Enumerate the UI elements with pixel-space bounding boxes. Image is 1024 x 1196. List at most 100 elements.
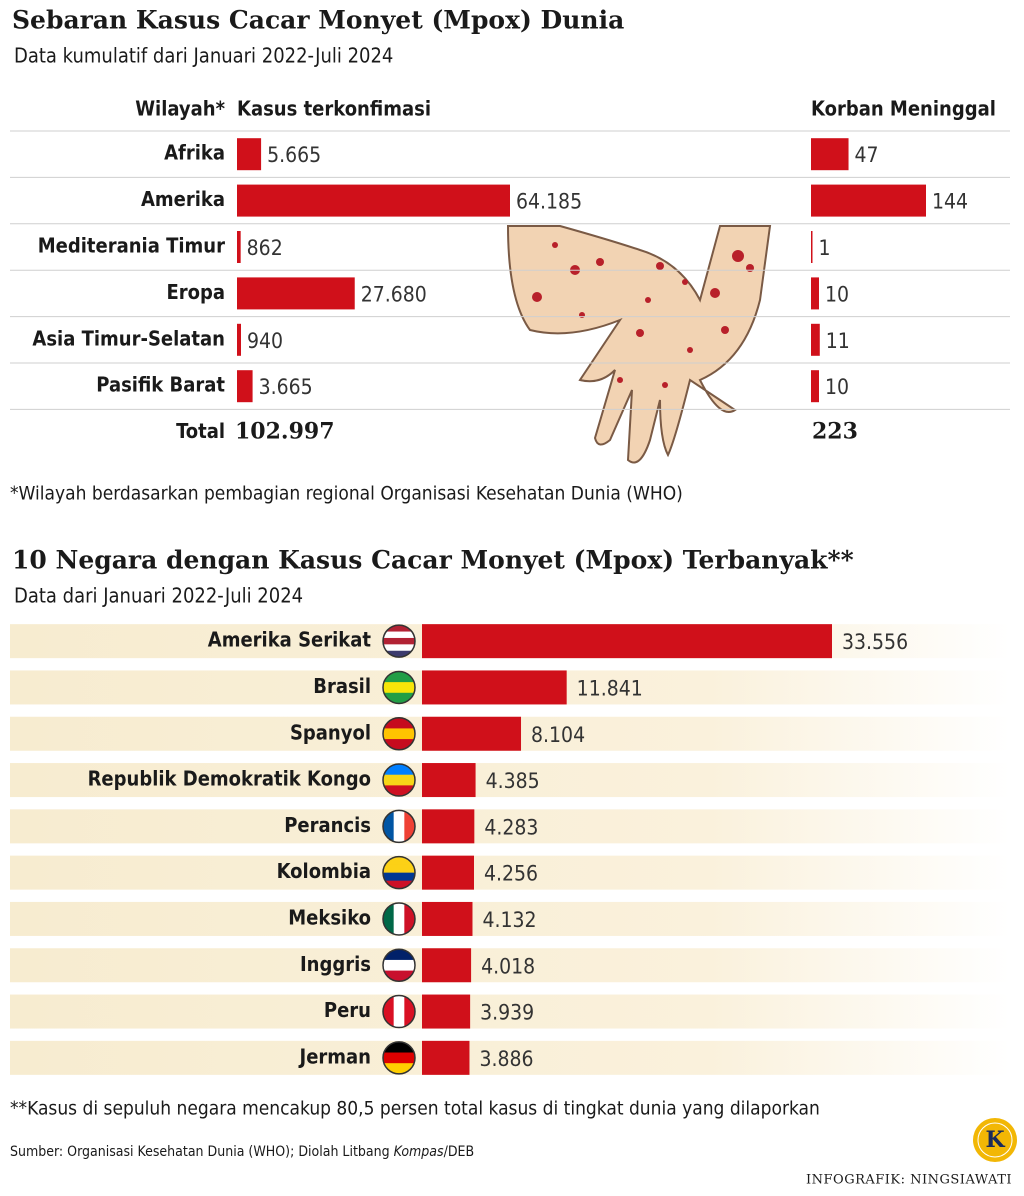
value-label: 4.385	[486, 769, 540, 793]
logo-badge	[973, 1118, 1017, 1162]
value-label: 47	[855, 143, 879, 167]
flag-stripe	[383, 902, 395, 935]
flag-border	[382, 670, 416, 705]
legend-entry: Kasus terkonfimasi	[237, 97, 431, 121]
row-background	[10, 901, 1010, 936]
footnote: *Wilayah berdasarkan pembagian regional …	[10, 483, 683, 505]
bar	[237, 184, 510, 217]
flag-stripe	[404, 810, 415, 843]
flag-border	[382, 948, 416, 982]
chart-title: 10 Negara dengan Kasus Cacar Monyet (Mpo…	[12, 546, 854, 575]
flag-icon	[382, 809, 416, 844]
flag-border	[382, 994, 416, 1029]
flag-icon	[382, 994, 416, 1029]
category-header: Wilayah*	[135, 97, 225, 121]
flag-stripe	[383, 631, 415, 639]
footnote: **Kasus di sepuluh negara mencakup 80,5 …	[10, 1098, 820, 1120]
flag-stripe	[383, 774, 415, 786]
flag-stripe	[393, 902, 405, 935]
category-label: Spanyol	[290, 720, 371, 744]
flag-stripe	[383, 728, 415, 740]
category-label: Mediterania Timur	[38, 234, 225, 258]
flag-stripe	[383, 644, 415, 652]
flag-border	[382, 624, 416, 658]
flag-stripe	[393, 810, 405, 843]
bar	[422, 901, 473, 936]
value-label: 4.018	[481, 954, 535, 978]
bar	[422, 716, 522, 751]
bar	[422, 994, 471, 1029]
flag-border	[382, 855, 416, 890]
flag-border	[382, 717, 416, 751]
flag-stripe	[383, 880, 415, 889]
flag-stripe	[383, 1063, 415, 1074]
value-label: 4.132	[482, 908, 536, 932]
value-label: 3.886	[479, 1047, 533, 1071]
value-label: 64.185	[516, 190, 582, 214]
flag-stripe	[383, 959, 415, 972]
bar	[422, 624, 832, 659]
category-label: Peru	[324, 998, 371, 1022]
bar	[237, 231, 241, 263]
flag-stripe	[383, 650, 415, 658]
source-part: Kompas	[394, 1144, 444, 1160]
flag-icon	[382, 1041, 416, 1075]
value-label: 11	[826, 329, 850, 353]
bar	[422, 670, 567, 705]
category-label: Brasil	[313, 674, 371, 698]
bar	[237, 370, 253, 403]
flag-icon	[382, 948, 416, 982]
value-label: 862	[247, 236, 283, 260]
total-label: Total	[176, 419, 225, 443]
value-label: 8.104	[531, 723, 585, 747]
source: Sumber: Organisasi Kesehatan Dunia (WHO)…	[10, 1144, 474, 1160]
bar	[811, 277, 819, 310]
value-label: 11.841	[577, 676, 643, 700]
flag-icon	[382, 717, 416, 751]
flag-stripe	[383, 739, 415, 750]
flag-border	[382, 763, 416, 797]
bar	[811, 231, 813, 263]
bar	[811, 184, 926, 217]
flag-stripe	[383, 671, 415, 683]
chart-title: Sebaran Kasus Cacar Monyet (Mpox) Dunia	[12, 6, 624, 35]
legend-entry: Korban Meninggal	[811, 97, 996, 121]
flag-stripe	[383, 785, 415, 797]
row-background	[10, 994, 1010, 1029]
flag-icon	[382, 855, 416, 890]
row-background	[10, 1040, 1010, 1075]
bar	[237, 277, 355, 310]
category-label: Kolombia	[277, 859, 371, 883]
category-label: Afrika	[164, 141, 225, 165]
flag-border	[382, 809, 416, 844]
bar	[422, 855, 475, 890]
flag-icon	[382, 902, 416, 936]
flag-icon	[382, 763, 416, 797]
value-label: 144	[932, 190, 968, 214]
category-label: Perancis	[284, 813, 371, 837]
category-label: Eropa	[166, 280, 225, 304]
value-label: 5.665	[267, 143, 321, 167]
value-label: 3.939	[480, 1001, 534, 1025]
flag-stripe	[383, 949, 415, 961]
row-background	[10, 809, 1010, 844]
row-background	[10, 948, 1010, 983]
category-label: Asia Timur-Selatan	[32, 326, 225, 350]
flag-stripe	[404, 902, 415, 935]
row-background	[10, 763, 1010, 798]
value-label: 10	[825, 282, 849, 306]
bar	[422, 763, 476, 798]
total-value: 102.997	[235, 418, 335, 444]
value-label: 33.556	[842, 630, 908, 654]
chart-subtitle: Data kumulatif dari Januari 2022-Juli 20…	[14, 44, 393, 68]
value-label: 940	[247, 329, 283, 353]
flag-stripe	[383, 856, 415, 866]
flag-stripe	[383, 764, 415, 776]
flag-stripe	[393, 995, 405, 1028]
value-label: 4.283	[484, 815, 538, 839]
category-label: Inggris	[300, 952, 371, 976]
bar	[422, 948, 472, 983]
flag-stripe	[383, 970, 415, 982]
chart-subtitle: Data dari Januari 2022-Juli 2024	[14, 584, 303, 608]
flag-stripe	[383, 872, 415, 882]
